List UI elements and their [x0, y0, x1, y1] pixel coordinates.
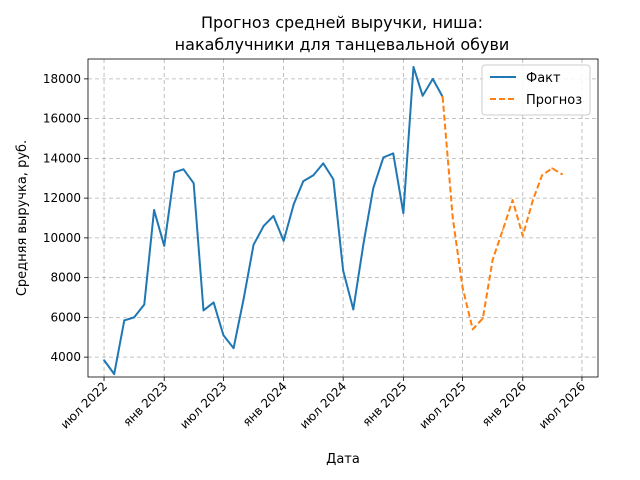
y-tick-label: 18000 [43, 72, 81, 86]
data-point [272, 215, 275, 217]
data-point [441, 95, 444, 98]
data-point [541, 174, 543, 177]
data-point [173, 171, 176, 174]
y-tick-label: 6000 [50, 310, 81, 324]
data-point [133, 316, 136, 319]
data-point [511, 199, 514, 202]
data-point [123, 319, 126, 322]
data-point [163, 244, 166, 247]
data-point [202, 309, 205, 312]
data-point [532, 199, 534, 202]
y-tick-label: 10000 [43, 231, 81, 245]
data-point [232, 347, 235, 350]
data-point [302, 180, 305, 183]
y-tick-label: 16000 [43, 112, 81, 126]
series-lines [103, 65, 563, 376]
data-point [402, 212, 405, 214]
data-point [252, 243, 255, 246]
data-point [412, 66, 415, 68]
data-point [392, 152, 395, 155]
data-point [192, 182, 195, 185]
y-tick-label: 12000 [43, 191, 81, 205]
data-point [143, 303, 146, 306]
data-point [292, 203, 295, 205]
data-point [262, 225, 265, 227]
x-axis-label: Дата [326, 452, 360, 467]
data-point [471, 328, 474, 331]
data-point [431, 77, 434, 80]
data-point [551, 167, 554, 170]
data-point [451, 217, 454, 219]
data-point [521, 234, 524, 237]
data-point [501, 229, 504, 231]
y-tick-label: 4000 [50, 350, 81, 364]
data-point [461, 286, 464, 289]
data-point [182, 168, 185, 171]
data-point [362, 242, 365, 245]
data-point [312, 174, 315, 177]
data-point [222, 334, 225, 337]
data-point [103, 359, 105, 362]
data-point [322, 162, 325, 165]
legend-label-fact: Факт [526, 71, 561, 86]
data-point [382, 156, 385, 159]
chart-title-line-2: накаблучники для танцевальной обуви [175, 35, 510, 54]
legend-label-forecast: Прогноз [526, 93, 582, 108]
data-point [352, 308, 355, 311]
legend: Факт Прогноз [481, 64, 591, 116]
data-point [561, 173, 563, 176]
data-point [491, 258, 494, 261]
data-point [212, 301, 215, 304]
data-point [282, 239, 285, 242]
data-point [342, 269, 345, 272]
data-point [372, 187, 375, 190]
data-point [421, 94, 424, 97]
data-point [481, 317, 484, 320]
chart-title-line-1: Прогноз средней выручки, ниша: [201, 13, 483, 32]
data-point [113, 373, 116, 375]
data-point [332, 178, 335, 181]
y-tick-label: 8000 [50, 271, 81, 285]
y-tick-label: 14000 [43, 151, 81, 165]
data-point [242, 297, 245, 300]
y-axis-label: Средняя выручка, руб. [15, 140, 30, 296]
data-point [153, 209, 155, 211]
